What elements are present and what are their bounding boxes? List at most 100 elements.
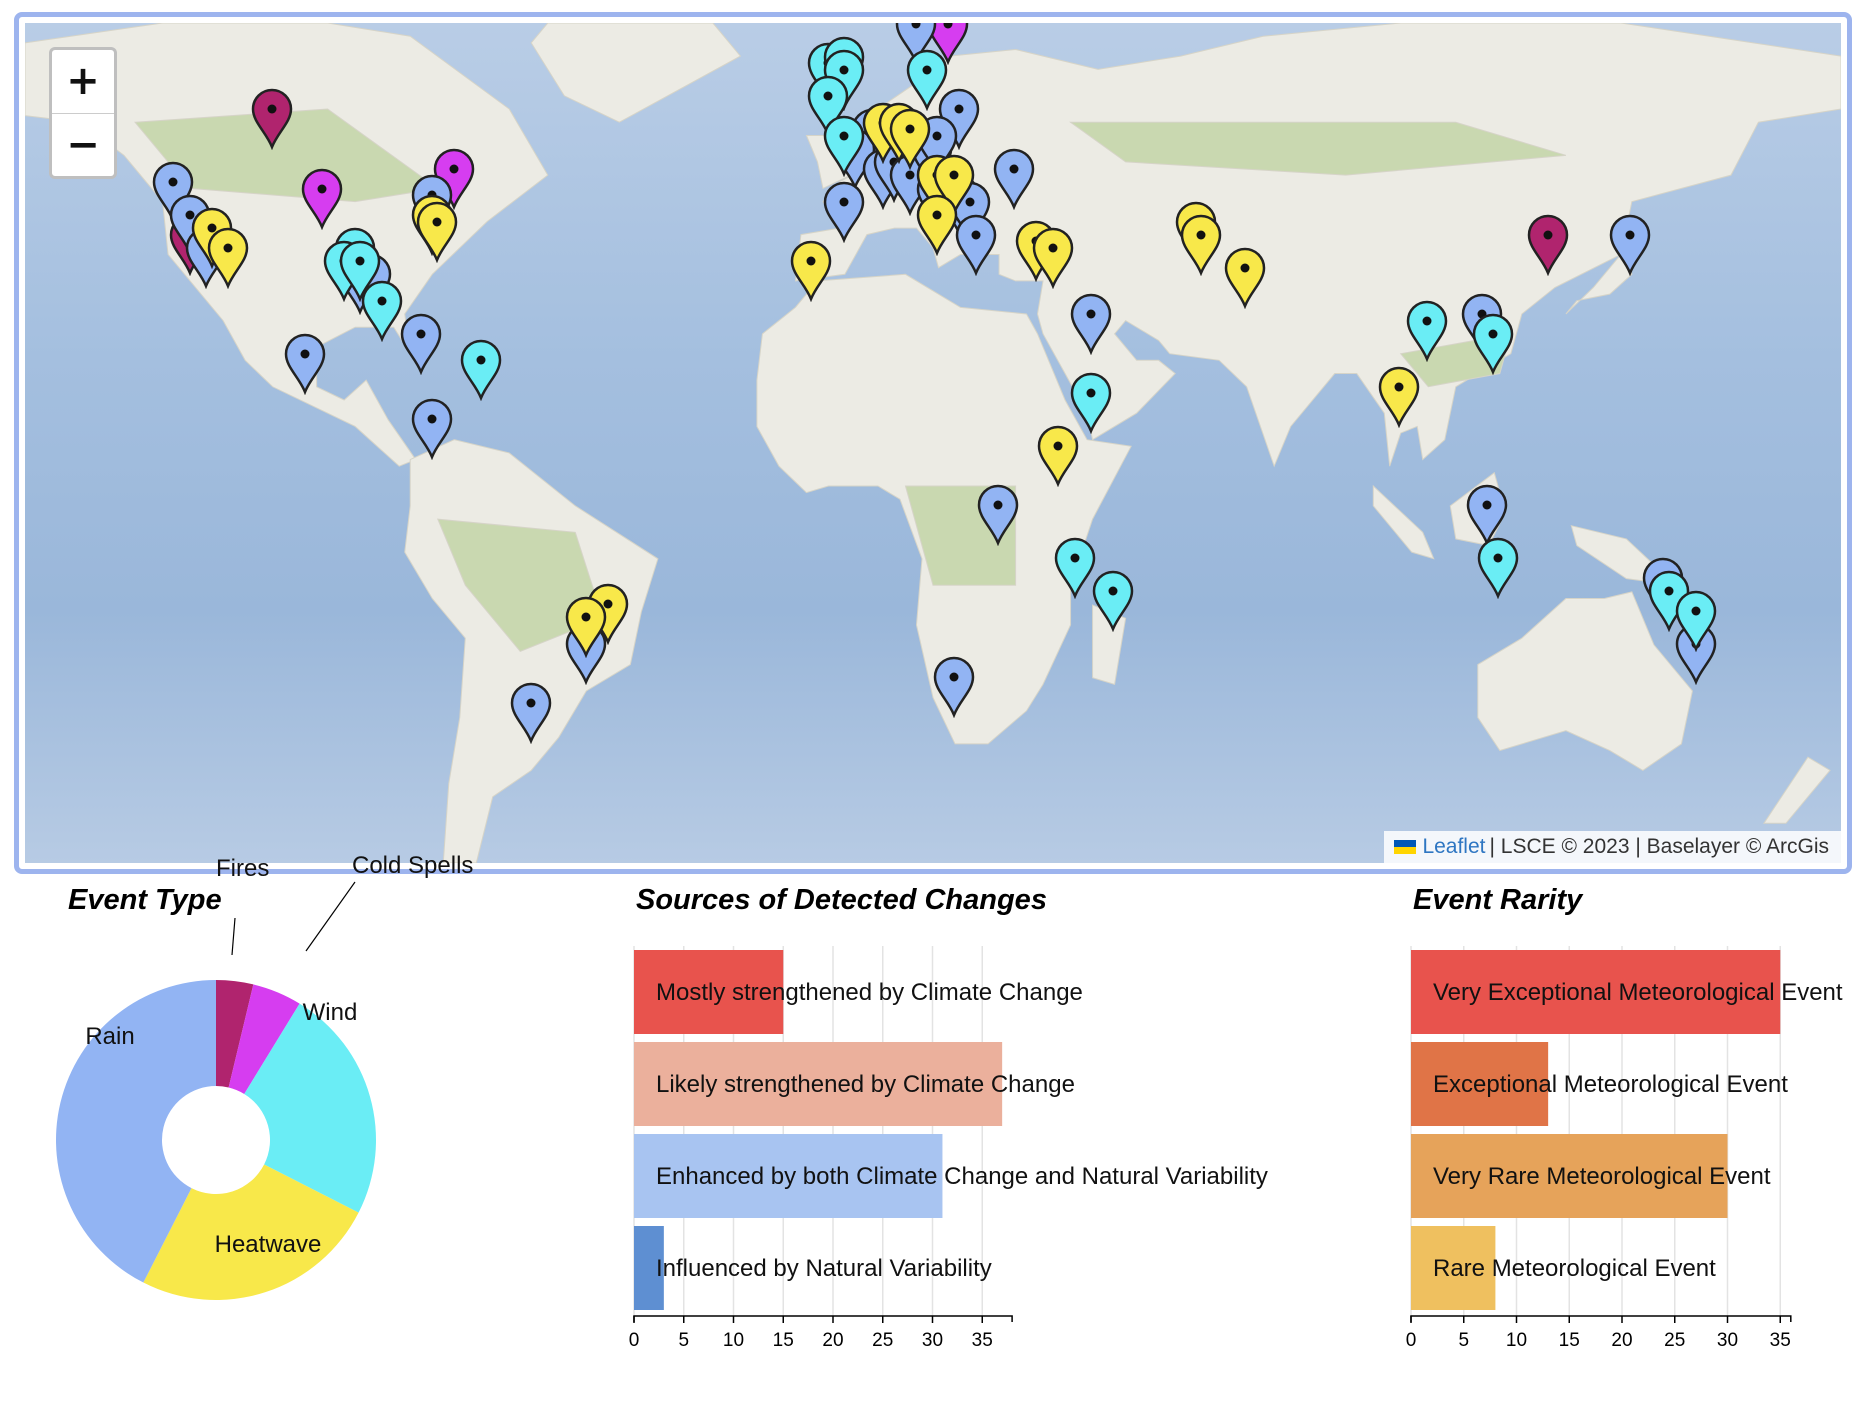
donut-slice-cold-spells[interactable] xyxy=(228,984,300,1094)
x-tick-label: 30 xyxy=(1717,1330,1738,1351)
bar[interactable] xyxy=(634,1134,943,1218)
sources-bar-chart: Mostly strengthened by Climate Change Lik… xyxy=(629,946,1268,1351)
map-marker-heatwave[interactable] xyxy=(1035,425,1081,487)
donut-slice-fires[interactable] xyxy=(216,980,254,1088)
zoom-out-button[interactable]: − xyxy=(52,112,114,177)
map-marker-wind[interactable] xyxy=(1673,590,1719,652)
map-marker-rain[interactable] xyxy=(975,484,1021,547)
leaflet-link[interactable]: Leaflet xyxy=(1422,835,1486,858)
map-marker-heatwave[interactable] xyxy=(887,108,933,171)
map-marker-rain[interactable] xyxy=(936,88,982,151)
bar[interactable] xyxy=(1411,1226,1496,1310)
x-tick-label: 5 xyxy=(678,1330,689,1351)
x-axis xyxy=(1410,1315,1792,1322)
x-tick-label: 25 xyxy=(1664,1330,1685,1351)
map-marker-heatwave[interactable] xyxy=(914,194,960,256)
bar-label: Likely strengthened by Climate Change xyxy=(656,1071,1075,1098)
donut-label-cold-spells: Cold Spells xyxy=(352,852,473,879)
map-marker-wind[interactable] xyxy=(1404,300,1450,362)
map-marker-rain[interactable] xyxy=(409,398,455,461)
donut-label-fires: Fires xyxy=(216,855,269,882)
map-marker-wind[interactable] xyxy=(458,339,504,402)
map-marker-fires[interactable] xyxy=(249,88,295,151)
map-marker-wind[interactable] xyxy=(337,240,383,303)
bar-label: Very Rare Meteorological Event xyxy=(1433,1163,1771,1190)
bar[interactable] xyxy=(634,1226,664,1310)
map-marker-rain[interactable] xyxy=(991,148,1037,210)
donut-label-rain: Rain xyxy=(85,1023,134,1050)
x-tick-label: 35 xyxy=(1770,1330,1791,1351)
rarity-bar-chart: Very Exceptional Meteorological Event Exc… xyxy=(1406,946,1843,1351)
map-marker-wind[interactable] xyxy=(805,75,851,138)
map-marker-rain[interactable] xyxy=(893,23,939,65)
map-marker-heatwave[interactable] xyxy=(414,201,460,263)
map-marker-wind[interactable] xyxy=(1090,570,1136,633)
map-frame: + − Leaflet | LSCE © 2023 | Baselayer © … xyxy=(14,12,1852,874)
bar-label: Exceptional Meteorological Event xyxy=(1433,1071,1788,1098)
greenland-landmass xyxy=(530,23,742,123)
x-tick-label: 0 xyxy=(1406,1330,1417,1351)
map-marker-rain[interactable] xyxy=(508,682,554,745)
map-marker-rain[interactable] xyxy=(282,333,328,395)
donut-slice-rain[interactable] xyxy=(56,980,217,1283)
map-marker-rain[interactable] xyxy=(398,313,444,375)
map-marker-rain[interactable] xyxy=(1607,214,1653,276)
bar[interactable] xyxy=(634,950,784,1034)
map-marker-cold-spells[interactable] xyxy=(299,168,345,230)
rarity-chart-title: Event Rarity xyxy=(1413,884,1583,916)
new-zealand-landmass xyxy=(1762,756,1831,824)
donut-label-wind: Wind xyxy=(303,999,358,1026)
map-marker-rain[interactable] xyxy=(1068,293,1114,355)
world-map[interactable]: + − Leaflet | LSCE © 2023 | Baselayer © … xyxy=(25,23,1841,863)
bar[interactable] xyxy=(1411,1134,1728,1218)
donut-slice-heatwave[interactable] xyxy=(143,1164,359,1300)
map-marker-heatwave[interactable] xyxy=(788,240,834,303)
map-marker-wind[interactable] xyxy=(1068,372,1114,435)
bar-label: Mostly strengthened by Climate Change xyxy=(656,979,1083,1006)
bar-label: Enhanced by both Climate Change and Natu… xyxy=(656,1163,1268,1190)
map-marker-rain[interactable] xyxy=(821,181,867,243)
bar-label: Rare Meteorological Event xyxy=(1433,1255,1716,1282)
map-marker-wind[interactable] xyxy=(1470,313,1516,375)
x-axis xyxy=(633,1315,1013,1322)
map-marker-rain[interactable] xyxy=(150,161,196,223)
donut-label-leader xyxy=(305,881,356,952)
bar[interactable] xyxy=(1411,950,1781,1034)
x-tick-label: 20 xyxy=(822,1330,843,1351)
donut-slice-wind[interactable] xyxy=(244,1003,376,1213)
map-marker-heatwave[interactable] xyxy=(1178,214,1224,276)
bar[interactable] xyxy=(634,1042,1003,1126)
map-marker-wind[interactable] xyxy=(359,280,405,342)
basemap xyxy=(25,23,1841,863)
x-tick-label: 10 xyxy=(1506,1330,1527,1351)
map-marker-heatwave[interactable] xyxy=(1030,227,1076,289)
map-marker-wind[interactable] xyxy=(821,115,867,177)
bar[interactable] xyxy=(1411,1042,1549,1126)
map-marker-wind[interactable] xyxy=(904,49,950,111)
map-attribution: Leaflet | LSCE © 2023 | Baselayer © ArcG… xyxy=(1384,831,1841,863)
map-marker-heatwave[interactable] xyxy=(1376,366,1422,428)
map-marker-cold-spells[interactable] xyxy=(925,23,971,65)
map-marker-rain[interactable] xyxy=(953,214,999,276)
x-tick-label: 15 xyxy=(1559,1330,1580,1351)
x-tick-label: 25 xyxy=(872,1330,893,1351)
bar-label: Very Exceptional Meteorological Event xyxy=(1433,979,1843,1006)
bar-label: Influenced by Natural Variability xyxy=(656,1255,992,1282)
sources-chart-title: Sources of Detected Changes xyxy=(636,884,1047,916)
map-marker-rain[interactable] xyxy=(931,656,977,718)
map-marker-heatwave[interactable] xyxy=(205,227,251,289)
donut-label-heatwave: Heatwave xyxy=(215,1231,322,1258)
map-marker-heatwave[interactable] xyxy=(563,596,609,659)
map-marker-wind[interactable] xyxy=(1475,537,1521,600)
zoom-control: + − xyxy=(49,47,117,179)
japan-landmass xyxy=(1565,246,1633,315)
map-marker-wind[interactable] xyxy=(1052,537,1098,600)
map-marker-heatwave[interactable] xyxy=(1222,247,1268,309)
x-tick-label: 35 xyxy=(972,1330,993,1351)
zoom-in-button[interactable]: + xyxy=(66,58,100,105)
donut-label-leader xyxy=(231,917,236,956)
map-marker-heatwave[interactable] xyxy=(931,154,977,217)
map-marker-fires[interactable] xyxy=(1525,214,1571,276)
map-marker-rain[interactable] xyxy=(1464,484,1510,547)
event-type-title: Event Type xyxy=(68,884,222,916)
